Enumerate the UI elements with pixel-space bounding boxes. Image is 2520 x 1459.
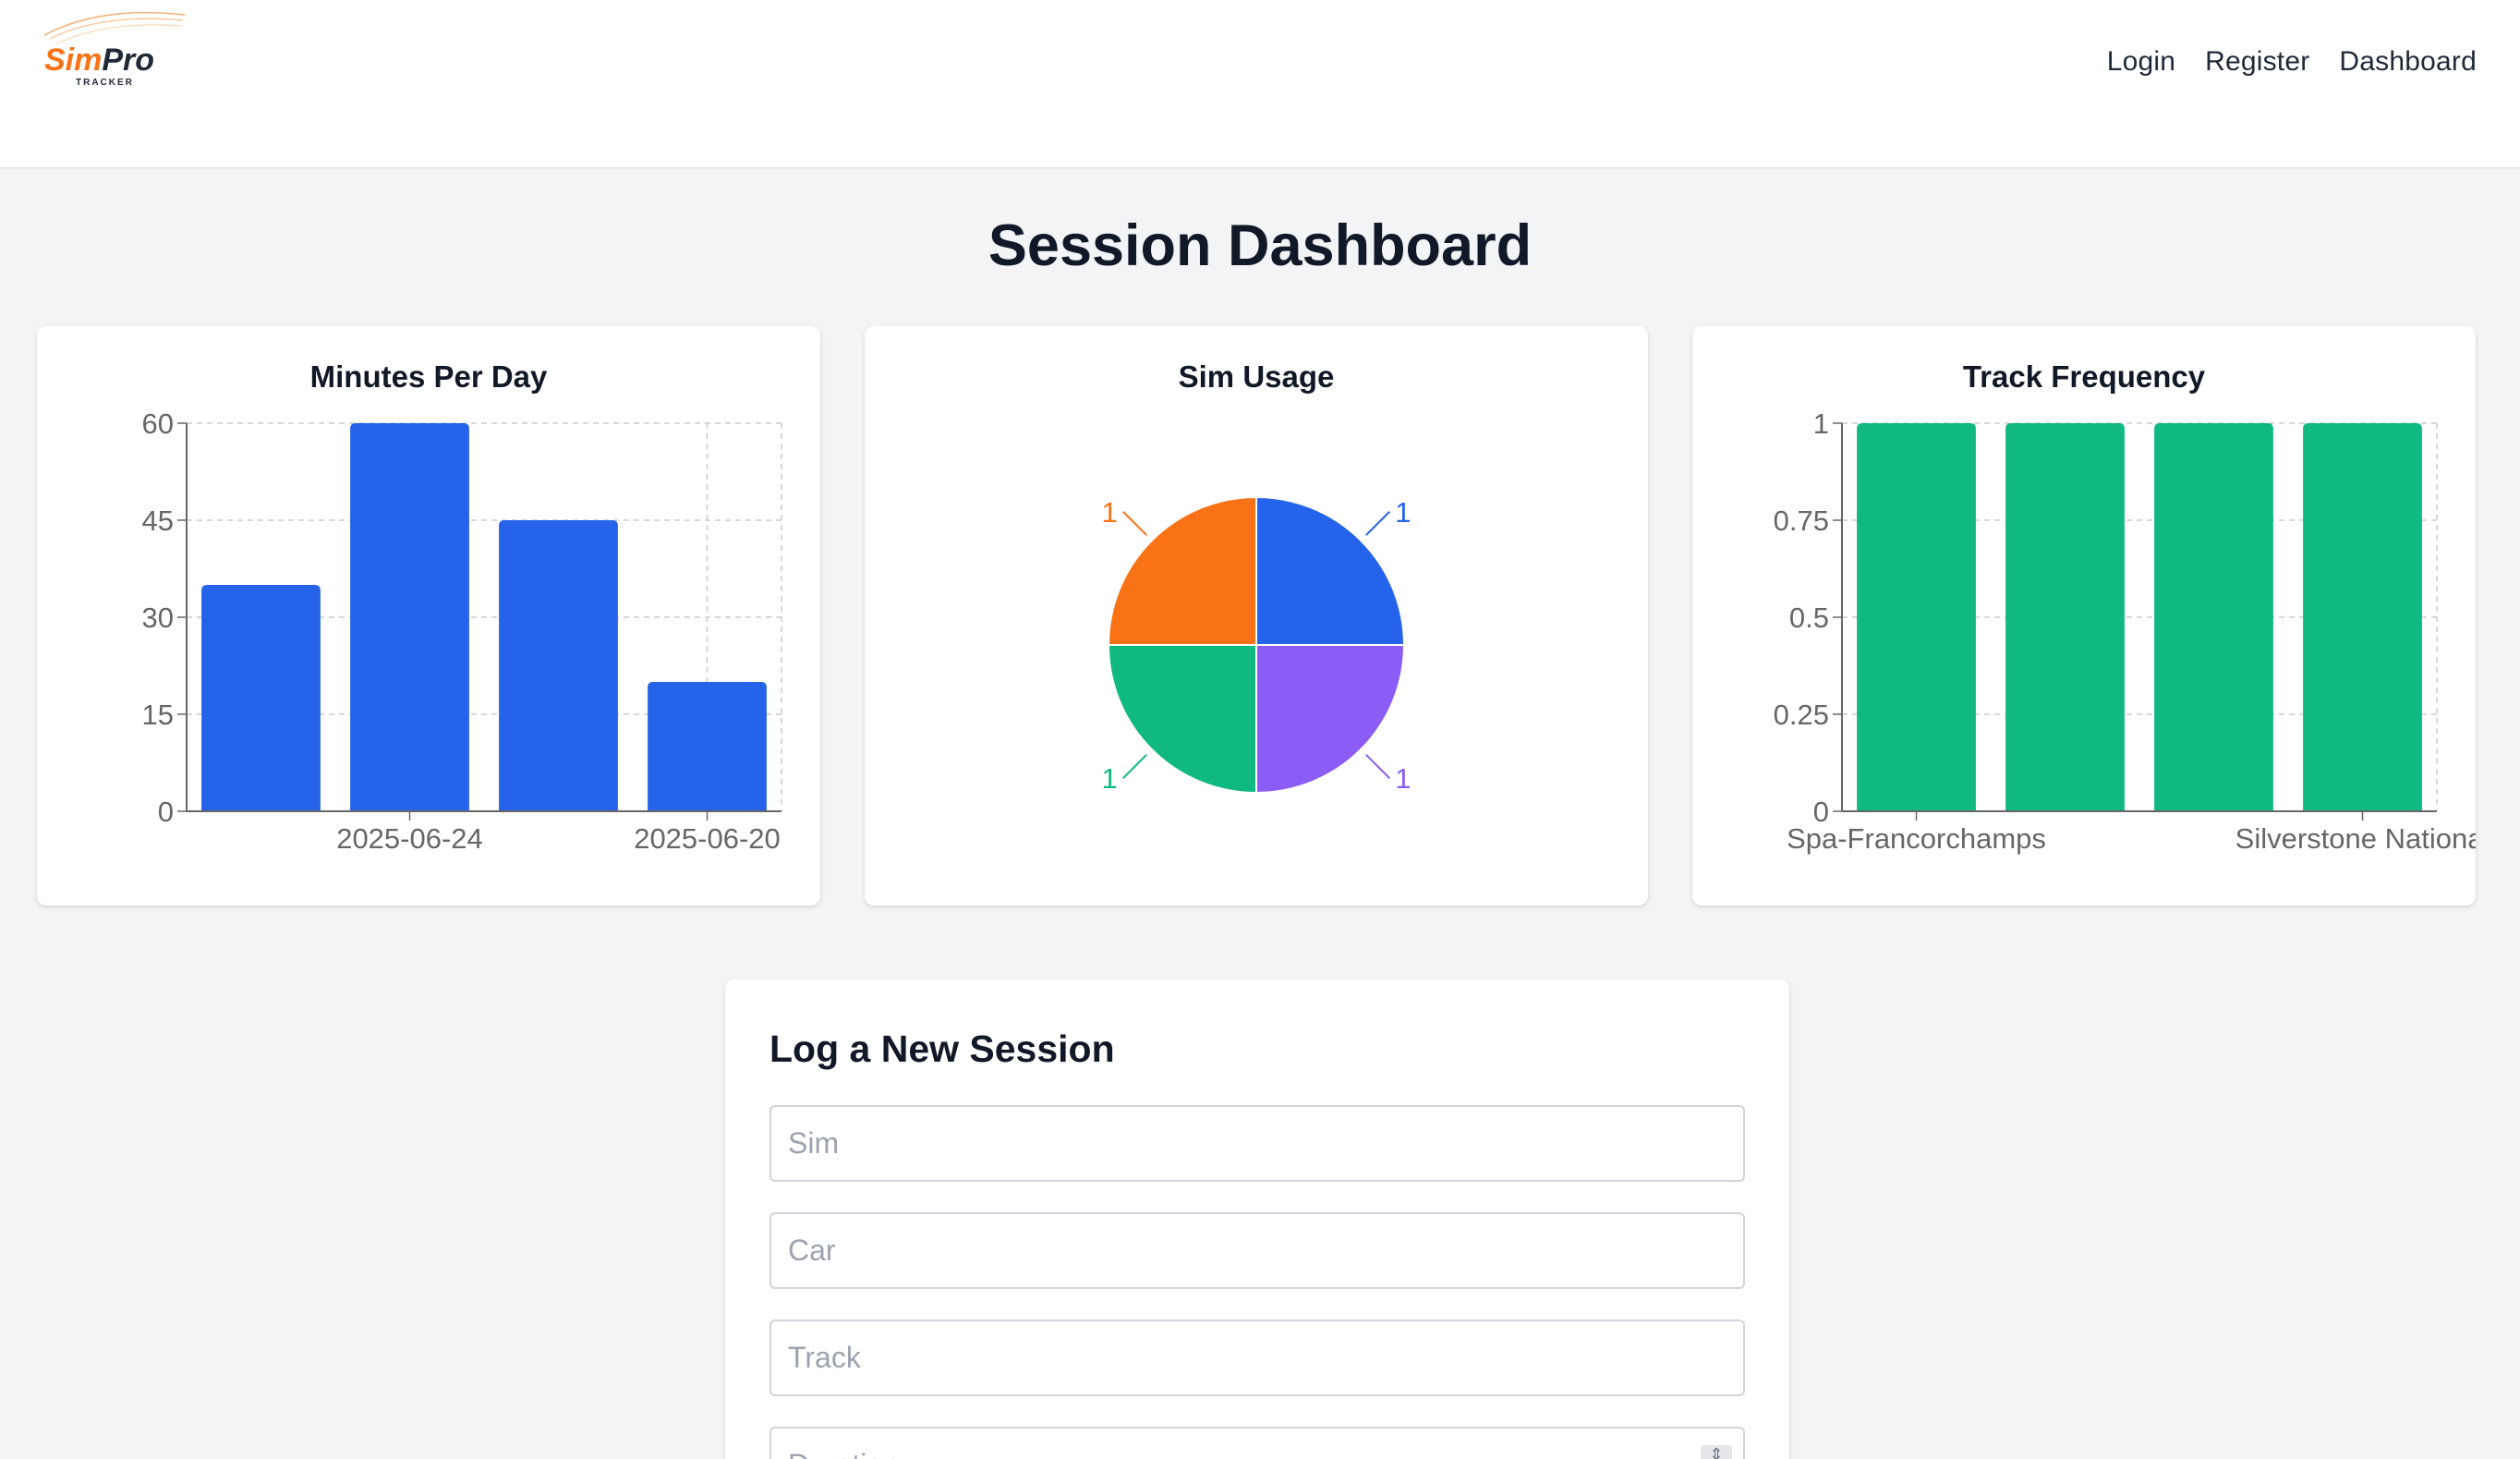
x-tick-label: 2025-06-24 [336, 822, 483, 855]
bar [201, 585, 321, 811]
x-tick-label: Silverstone National [2235, 822, 2476, 855]
label-line [1365, 754, 1390, 779]
slice-label: 1 [1395, 496, 1411, 529]
track-input[interactable] [769, 1319, 1745, 1396]
label-line [1122, 754, 1147, 779]
bar [2005, 423, 2125, 811]
slice-label: 1 [1102, 496, 1118, 529]
y-tick-label: 0.5 [1789, 602, 1829, 634]
bar [499, 520, 618, 811]
svg-text:SimPro: SimPro [44, 43, 154, 78]
pie-slice [1255, 644, 1406, 795]
track-frequency-chart: 0 0.25 0.5 0.75 1 Spa-Francorchamps Silverston… [1774, 407, 2476, 855]
y-tick-label: 60 [142, 407, 174, 440]
nav-register-link[interactable]: Register [2205, 46, 2310, 77]
minutes-per-day-card: Minutes Per Day 0 15 30 45 60 2025-06-24 2025-… [37, 326, 820, 906]
bar [2154, 423, 2273, 811]
simpro-tracker-logo[interactable]: SimPro TRACKER [35, 7, 192, 91]
x-tick-label: Spa-Francorchamps [1787, 822, 2046, 855]
bar [2303, 423, 2422, 811]
label-line [1122, 511, 1147, 536]
form-title: Log a New Session [769, 1027, 1115, 1070]
y-tick-label: 0 [1813, 796, 1829, 828]
x-tick-label: 2025-06-20 [634, 822, 781, 855]
track-frequency-card: Track Frequency 0 0.25 0.5 0.75 1 Spa-Francor… [1692, 326, 2476, 906]
bar [350, 423, 469, 811]
nav-dashboard-link[interactable]: Dashboard [2339, 46, 2477, 77]
y-tick-label: 30 [142, 602, 174, 634]
chart-title: Minutes Per Day [309, 359, 548, 394]
nav-login-link[interactable]: Login [2106, 46, 2176, 77]
sim-input[interactable] [769, 1105, 1745, 1182]
slice-label: 1 [1395, 762, 1411, 795]
pie-slice [1255, 495, 1406, 646]
top-header: SimPro TRACKER Login Register Dashboard [0, 0, 2520, 169]
label-line [1365, 511, 1390, 536]
y-tick-label: 0.75 [1774, 505, 1829, 537]
duration-input[interactable] [769, 1427, 1745, 1459]
chart-title: Sim Usage [1178, 359, 1335, 394]
bar [648, 682, 767, 811]
duration-field-wrapper: ⇕ [769, 1427, 1745, 1459]
car-input[interactable] [769, 1212, 1745, 1289]
pie-slice [1107, 644, 1257, 795]
y-tick-label: 45 [142, 505, 174, 537]
log-session-form: Log a New Session ⇕ [725, 979, 1789, 1459]
duration-stepper-icon[interactable]: ⇕ [1701, 1445, 1732, 1459]
svg-text:TRACKER: TRACKER [76, 78, 134, 88]
sim-usage-card: Sim Usage 1 1 1 1 [865, 326, 1648, 906]
sim-usage-chart: 1 1 1 1 [1102, 495, 1411, 795]
page-title: Session Dashboard [987, 213, 1533, 278]
main-nav: Login Register Dashboard [2107, 46, 2477, 78]
chart-title: Track Frequency [1962, 359, 2206, 394]
y-tick-label: 0 [158, 796, 174, 828]
pie-slice [1107, 495, 1257, 646]
y-tick-label: 15 [142, 699, 174, 731]
y-tick-label: 1 [1813, 407, 1829, 440]
slice-label: 1 [1102, 762, 1118, 795]
y-tick-label: 0.25 [1774, 699, 1829, 731]
minutes-per-day-chart: 0 15 30 45 60 2025-06-24 2025-06-20 [142, 407, 782, 855]
bar [1857, 423, 1976, 811]
